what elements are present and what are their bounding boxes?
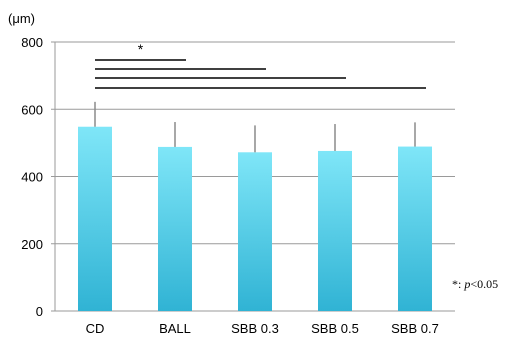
x-tick-label: SBB 0.5 [311,321,359,336]
significance-marker: * [138,41,144,57]
y-tick-label: 0 [36,304,43,319]
y-tick-label: 400 [21,170,43,185]
footnote-p-symbol: p [463,277,470,291]
y-axis-unit-label: (μm) [8,11,35,26]
y-tick-label: 800 [21,35,43,50]
x-tick-labels: CD BALL SBB 0.3 SBB 0.5 SBB 0.7 [86,321,439,336]
footnote: *: p<0.05 [452,277,498,291]
bars [78,126,432,311]
footnote-suffix: <0.05 [470,277,498,291]
error-bars [94,101,416,153]
x-tick-label: SBB 0.7 [391,321,439,336]
x-tick-label: CD [86,321,105,336]
significance-brackets: * [95,41,426,89]
footnote-symbol: * [452,277,458,291]
bar [158,146,192,311]
x-tick-label: SBB 0.3 [231,321,279,336]
bar [78,126,112,311]
y-tick-labels: 0 200 400 600 800 [21,35,43,319]
x-tick-label: BALL [159,321,191,336]
bar [398,146,432,311]
y-tick-label: 600 [21,102,43,117]
y-tick-label: 200 [21,237,43,252]
footnote-prefix: : [458,277,464,291]
bar [238,152,272,311]
bar [318,150,352,311]
